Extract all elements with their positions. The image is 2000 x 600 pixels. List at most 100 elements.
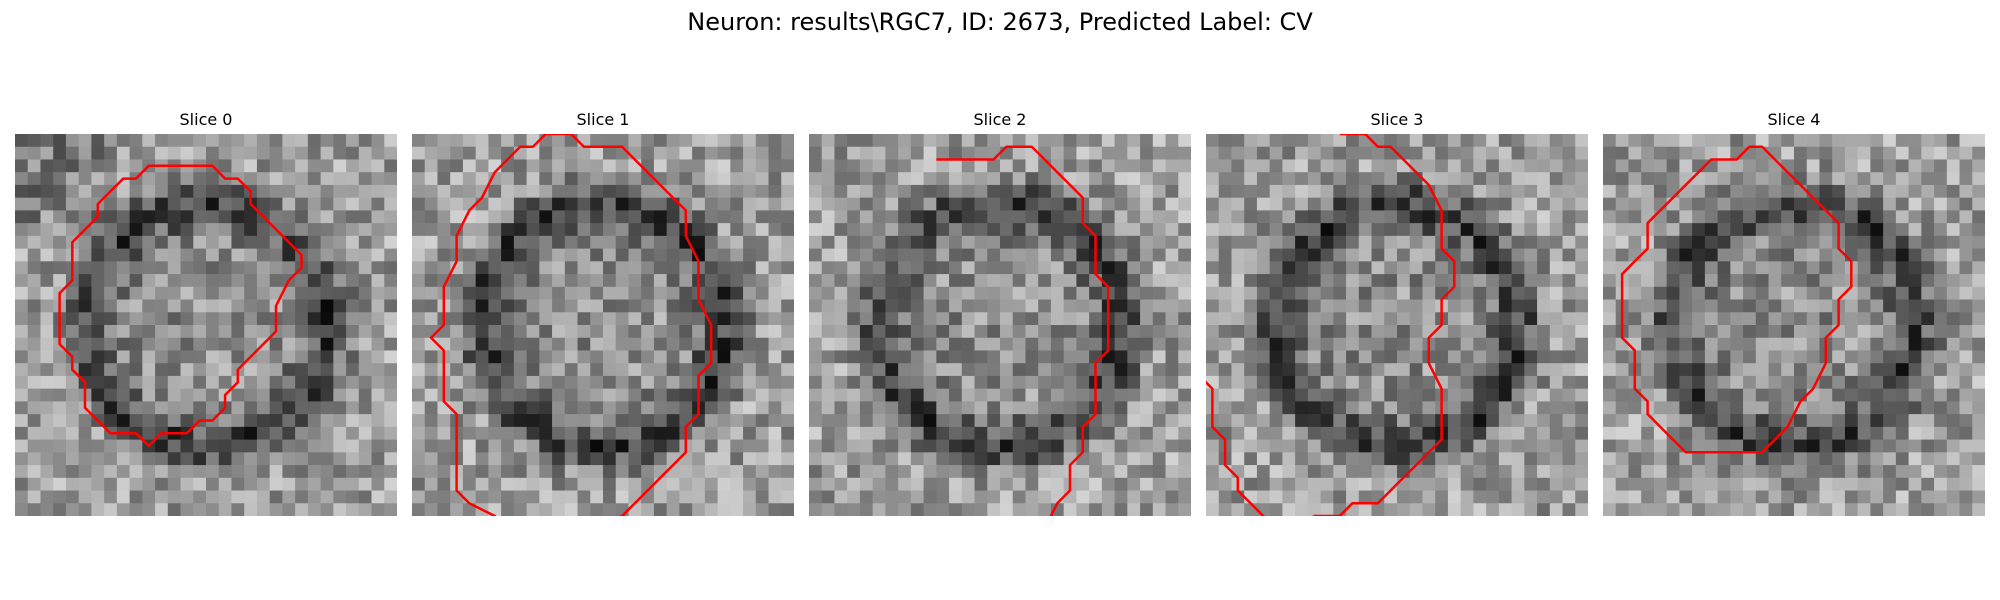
pixel: [424, 414, 438, 428]
pixel: [577, 388, 591, 402]
pixel: [1012, 299, 1026, 313]
pixel: [78, 312, 92, 326]
pixel: [167, 210, 181, 224]
pixel: [1768, 490, 1782, 504]
pixel: [231, 223, 245, 237]
pixel: [1603, 286, 1617, 300]
pixel: [1460, 503, 1474, 516]
pixel: [1218, 363, 1232, 377]
pixel: [256, 388, 271, 402]
pixel: [78, 172, 92, 186]
pixel: [1473, 184, 1487, 199]
pixel: [269, 426, 283, 440]
pixel: [872, 235, 886, 249]
pixel: [1717, 490, 1731, 504]
pixel: [526, 337, 540, 351]
pixel: [1575, 426, 1588, 440]
pixel: [743, 490, 757, 504]
pixel: [295, 503, 309, 516]
pixel: [666, 223, 680, 237]
pixel: [768, 286, 782, 300]
pixel: [1127, 146, 1141, 160]
pixel: [1422, 274, 1436, 288]
pixel: [974, 414, 988, 428]
pixel: [371, 337, 385, 351]
pixel: [91, 299, 105, 313]
pixel: [1946, 248, 1960, 262]
pixel: [1063, 401, 1077, 415]
pixel: [1063, 235, 1077, 249]
pixel: [1409, 426, 1423, 440]
pixel: [923, 197, 937, 211]
pixel: [1666, 375, 1680, 390]
pixel: [193, 375, 207, 390]
pixel: [1819, 375, 1833, 390]
pixel: [1806, 350, 1820, 364]
pixel: [412, 350, 426, 364]
pixel: [1498, 375, 1512, 390]
pixel: [1000, 235, 1014, 249]
pixel: [898, 426, 912, 440]
pixel: [412, 134, 426, 148]
pixel: [730, 477, 744, 491]
pixel: [333, 503, 347, 516]
pixel: [371, 325, 385, 339]
pixel: [206, 325, 220, 339]
pixel: [1794, 197, 1808, 211]
pixel: [307, 350, 321, 364]
pixel: [781, 350, 794, 364]
pixel: [1794, 503, 1808, 516]
pixel: [1575, 503, 1588, 516]
pixel: [910, 337, 924, 351]
pixel: [475, 172, 489, 186]
pixel: [704, 274, 718, 288]
pixel: [730, 172, 744, 186]
pixel: [1883, 235, 1897, 249]
pixel: [603, 439, 617, 453]
pixel: [577, 197, 591, 211]
pixel: [282, 325, 296, 339]
pixel: [1114, 325, 1128, 339]
pixel: [1934, 426, 1948, 440]
pixel: [437, 325, 451, 339]
pixel: [1384, 184, 1398, 199]
pixel: [40, 197, 54, 211]
pixel: [923, 261, 937, 275]
pixel: [27, 274, 41, 288]
pixel: [809, 325, 823, 339]
pixel: [834, 197, 848, 211]
pixel: [1178, 299, 1191, 313]
pixel: [450, 159, 464, 173]
pixel: [768, 261, 782, 275]
pixel: [116, 248, 130, 262]
pixel: [116, 223, 130, 237]
pixel: [282, 134, 296, 148]
pixel: [180, 414, 194, 428]
pixel: [872, 197, 886, 211]
pixel: [603, 159, 617, 173]
pixel: [628, 439, 642, 453]
pixel: [218, 286, 232, 300]
pixel: [603, 337, 617, 351]
pixel: [1409, 465, 1423, 479]
pixel: [1562, 401, 1576, 415]
pixel: [1743, 248, 1757, 262]
pixel: [104, 401, 118, 415]
pixel: [424, 477, 438, 491]
pixel: [1282, 490, 1296, 504]
pixel: [15, 452, 29, 466]
pixel: [1946, 363, 1960, 377]
pixel: [755, 223, 769, 237]
pixel: [501, 503, 515, 516]
pixel: [1114, 286, 1128, 300]
pixel: [847, 350, 861, 364]
pixel: [1269, 159, 1283, 173]
pixel: [898, 248, 912, 262]
pixel: [1371, 452, 1385, 466]
pixel: [424, 375, 438, 390]
pixel: [526, 401, 540, 415]
pixel: [1025, 388, 1039, 402]
pixel: [1397, 439, 1411, 453]
pixel: [333, 210, 347, 224]
pixel: [1562, 452, 1576, 466]
